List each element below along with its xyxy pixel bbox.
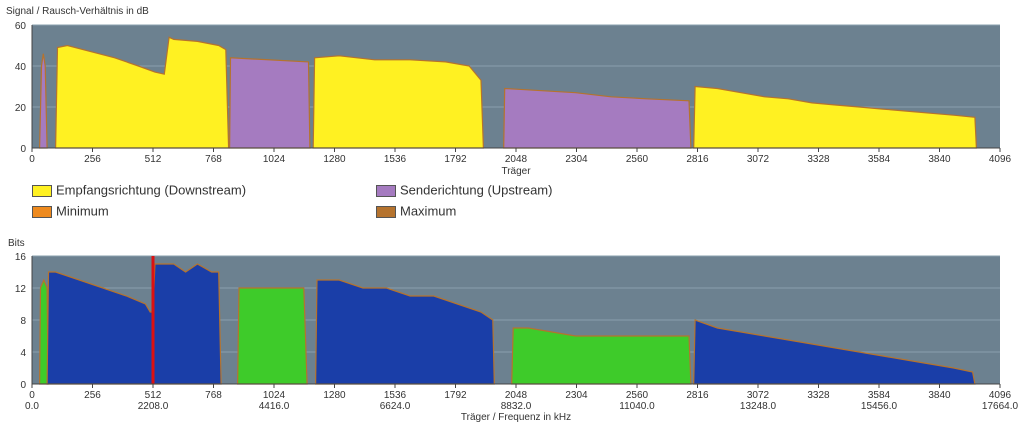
chart1-x-tick-label: 3584 [868,154,891,165]
chart2-x-khz-label: 6624.0 [380,401,411,412]
chart1-x-tick-label: 3840 [928,154,951,165]
chart2-y-tick-label: 12 [15,284,27,295]
chart1-x-tick-label: 256 [84,154,101,165]
chart2-x-tick-label: 256 [84,390,101,401]
chart1-downstream-area-1 [54,36,230,149]
chart2-x-tick-label: 0 [29,390,35,401]
chart1-upstream-area-3 [503,87,692,149]
chart2-x-tick-label: 3072 [747,390,770,401]
legend-item-downstream: Empfangsrichtung (Downstream) [32,182,246,198]
chart1-x-tick-label: 1024 [263,154,286,165]
chart2-x-tick-label: 4096 [989,390,1012,401]
chart1-upstream-area-2 [228,57,311,149]
legend-item-maximum: Maximum [376,203,456,219]
legend-swatch-maximum [376,205,396,218]
chart1-x-tick-label: 1536 [384,154,407,165]
legend-item-upstream: Senderichtung (Upstream) [376,182,552,198]
chart2-y-tick-label: 16 [15,252,27,263]
chart2-y-tick-label: 4 [20,348,26,359]
chart1-x-tick-label: 2560 [626,154,649,165]
chart1-x-tick-label: 2048 [505,154,528,165]
chart2-upstream-area-2 [236,287,308,385]
chart1-downstream-area-3 [693,85,978,149]
chart2-title: Bits [8,238,25,249]
chart2-y-tick-label: 8 [20,316,26,327]
chart2-x-khz-label: 8832.0 [501,401,532,412]
chart2-x-khz-label: 4416.0 [259,401,290,412]
chart2-x-tick-label: 1792 [444,390,467,401]
chart2-x-tick-label: 2816 [686,390,709,401]
legend-label-downstream: Empfangsrichtung (Downstream) [56,182,247,198]
chart1-x-tick-label: 0 [29,154,35,165]
chart2-x-tick-label: 1536 [384,390,407,401]
chart2-x-khz-label: 13248.0 [740,401,777,412]
legend-item-minimum: Minimum [32,203,109,219]
legend-swatch-minimum [32,205,52,218]
chart1-x-tick-label: 2816 [686,154,709,165]
chart1-x-tick-label: 512 [145,154,162,165]
chart2-x-tick-label: 768 [205,390,222,401]
chart2-downstream-area-2 [314,279,495,385]
chart1-y-tick-label: 60 [15,21,27,32]
chart2-x-tick-label: 3584 [868,390,891,401]
legend-swatch-downstream [32,184,52,197]
legend-label-upstream: Senderichtung (Upstream) [400,182,553,198]
chart2-x-khz-label: 11040.0 [619,401,655,412]
chart1-x-axis-label: Träger [501,166,531,177]
chart1-y-tick-label: 20 [15,103,27,114]
chart2-downstream-area-3 [693,319,976,385]
chart2-upstream-area-3 [511,327,692,385]
legend-label-minimum: Minimum [56,203,109,219]
chart1-y-tick-label: 40 [15,62,27,73]
chart2-y-tick-label: 0 [20,380,26,391]
chart2-x-khz-label: 17664.0 [982,401,1019,412]
chart2-x-tick-label: 1024 [263,390,286,401]
chart2-x-tick-label: 3328 [807,390,830,401]
chart2-x-tick-label: 3840 [928,390,951,401]
chart1-x-tick-label: 2304 [565,154,588,165]
chart1-x-tick-label: 768 [205,154,222,165]
chart2-x-tick-label: 2304 [565,390,588,401]
chart1-x-tick-label: 1280 [323,154,346,165]
chart1-y-tick-label: 0 [20,144,26,155]
chart1-x-tick-label: 1792 [444,154,467,165]
chart1-title: Signal / Rausch-Verhältnis in dB [6,6,149,17]
chart1-x-tick-label: 3072 [747,154,770,165]
chart2-x-khz-label: 15456.0 [861,401,898,412]
legend-swatch-upstream [376,184,396,197]
chart1-downstream-area-2 [312,55,485,149]
chart2-x-tick-label: 2560 [626,390,649,401]
chart2-x-tick-label: 2048 [505,390,528,401]
legend-label-maximum: Maximum [400,203,457,219]
chart2-x-tick-label: 512 [145,390,162,401]
chart1-x-tick-label: 3328 [807,154,830,165]
chart2-x-axis-label: Träger / Frequenz in kHz [461,412,571,423]
chart2-x-khz-label: 0.0 [25,401,39,412]
chart1-x-tick-label: 4096 [989,154,1012,165]
chart2-x-khz-label: 2208.0 [138,401,169,412]
chart2-x-tick-label: 1280 [323,390,346,401]
